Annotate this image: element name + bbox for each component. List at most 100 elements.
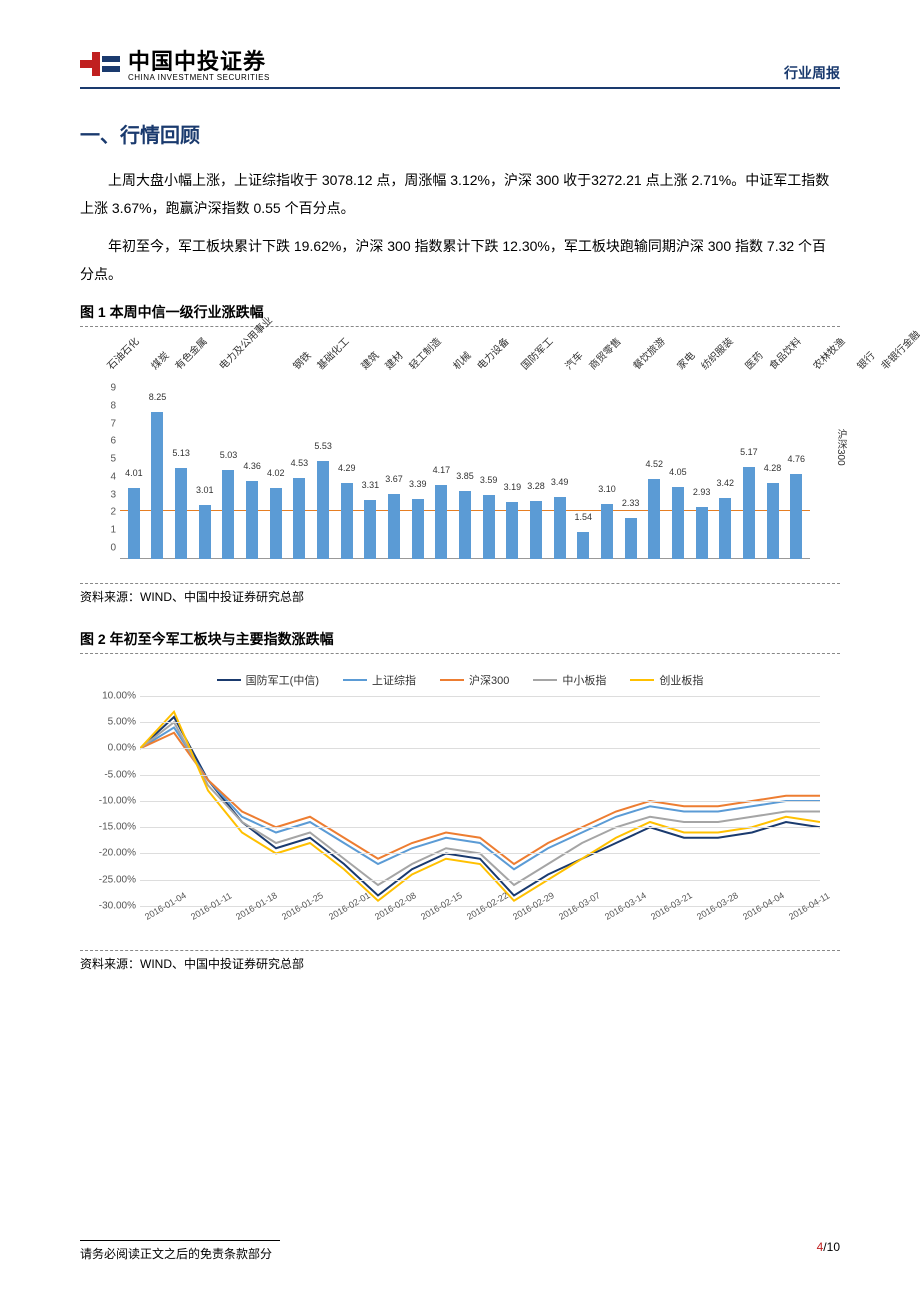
bar-rect — [459, 491, 471, 559]
series-line — [140, 733, 820, 864]
y-tick: 9 — [110, 382, 116, 393]
bar-value-label: 3.85 — [456, 471, 474, 481]
line-y-tick: -30.00% — [90, 900, 136, 911]
figure-2-title-row: 图 2 年初至今军工板块与主要指数涨跌幅 — [80, 629, 840, 654]
legend-label: 中小板指 — [562, 672, 606, 688]
disclaimer-text: 请务必阅读正文之后的免责条款部分 — [80, 1247, 272, 1261]
bar-column: 3.85 — [455, 491, 475, 559]
y-tick: 4 — [110, 471, 116, 482]
bar-column: 4.52 — [644, 479, 664, 559]
legend-label: 上证综指 — [372, 672, 416, 688]
line-y-tick: -25.00% — [90, 874, 136, 885]
figure-1-title: 图 1 本周中信一级行业涨跌幅 — [80, 304, 264, 320]
bar-rect — [601, 504, 613, 559]
y-tick: 8 — [110, 400, 116, 411]
bar-column: 3.28 — [526, 501, 546, 559]
figure-1-source: 资料来源：WIND、中国中投证券研究总部 — [80, 588, 840, 605]
figure-2-title: 图 2 年初至今军工板块与主要指数涨跌幅 — [80, 631, 334, 647]
bar-column: 5.13 — [171, 468, 191, 559]
bar-column: 4.53 — [290, 478, 310, 559]
bar-rect — [554, 497, 566, 559]
y-tick: 7 — [110, 418, 116, 429]
bar-value-label: 4.17 — [433, 465, 451, 475]
legend-label: 创业板指 — [659, 672, 703, 688]
bar-value-label: 1.54 — [575, 512, 593, 522]
gridline — [140, 801, 820, 802]
footer-left: 请务必阅读正文之后的免责条款部分 — [80, 1240, 280, 1262]
bar-value-label: 4.28 — [764, 463, 782, 473]
bar-value-label: 3.39 — [409, 479, 427, 489]
bar-value-label: 5.13 — [172, 448, 190, 458]
y-tick: 1 — [110, 525, 116, 536]
bar-value-label: 4.53 — [291, 458, 309, 468]
bar-value-label: 4.01 — [125, 468, 143, 478]
bar-column: 4.17 — [432, 485, 452, 559]
bar-rect — [483, 495, 495, 559]
line-y-tick: -5.00% — [90, 769, 136, 780]
footer-rule — [80, 1240, 280, 1241]
bar-rect — [672, 487, 684, 559]
bar-rect — [222, 470, 234, 559]
bar-chart: 0123456789 石油石化煤炭有色金属电力及公用事业钢铁基础化工建筑建材轻工… — [90, 339, 830, 579]
line-y-tick: -15.00% — [90, 822, 136, 833]
bar-column: 3.49 — [550, 497, 570, 559]
bar-rect — [530, 501, 542, 559]
bar-value-label: 5.03 — [220, 450, 238, 460]
bar-value-label: 3.31 — [362, 480, 380, 490]
legend-label: 沪深300 — [469, 672, 509, 688]
bar-column: 5.03 — [219, 470, 239, 559]
logo-text: 中国中投证券 CHINA INVESTMENT SECURITIES — [128, 50, 270, 83]
legend-item: 上证综指 — [343, 672, 416, 688]
bar-rect — [341, 483, 353, 559]
bar-rect — [506, 502, 518, 559]
legend-swatch — [533, 679, 557, 682]
bar-value-label: 3.10 — [598, 484, 616, 494]
bar-value-label: 8.25 — [149, 392, 167, 402]
bar-column: 2.93 — [692, 507, 712, 559]
y-tick: 6 — [110, 436, 116, 447]
bar-column: 3.10 — [597, 504, 617, 559]
gridline — [140, 696, 820, 697]
bar-rect — [128, 488, 140, 559]
bar-chart-xlabels: 石油石化煤炭有色金属电力及公用事业钢铁基础化工建筑建材轻工制造机械电力设备国防军… — [120, 339, 810, 397]
figure-1-title-row: 图 1 本周中信一级行业涨跌幅 — [80, 302, 840, 327]
bar-rect — [412, 499, 424, 559]
bar-rect — [790, 474, 802, 559]
legend-item: 沪深300 — [440, 672, 509, 688]
legend-swatch — [440, 679, 464, 682]
bars-container: 4.018.255.133.015.034.364.024.535.534.29… — [120, 399, 810, 559]
bar-chart-yaxis: 0123456789 — [90, 399, 118, 559]
page-header: 中国中投证券 CHINA INVESTMENT SECURITIES 行业周报 — [80, 50, 840, 89]
line-y-tick: 0.00% — [90, 743, 136, 754]
line-y-tick: -20.00% — [90, 848, 136, 859]
bar-column: 3.67 — [384, 494, 404, 559]
bar-column: 4.29 — [337, 483, 357, 559]
line-y-tick: 10.00% — [90, 690, 136, 701]
line-chart-plot: 10.00%5.00%0.00%-5.00%-10.00%-15.00%-20.… — [140, 696, 820, 906]
bar-value-label: 3.59 — [480, 475, 498, 485]
bar-column: 3.19 — [503, 502, 523, 559]
gridline — [140, 722, 820, 723]
bar-column: 3.42 — [715, 498, 735, 559]
legend-label: 国防军工(中信) — [246, 672, 319, 688]
y-tick: 0 — [110, 542, 116, 553]
bar-value-label: 5.53 — [314, 441, 332, 451]
bar-rect — [364, 500, 376, 559]
series-line — [140, 722, 820, 885]
bar-value-label: 3.28 — [527, 481, 545, 491]
bar-value-label: 4.52 — [646, 459, 664, 469]
bar-column: 5.17 — [739, 467, 759, 559]
bar-rect — [648, 479, 660, 559]
bar-column: 4.05 — [668, 487, 688, 559]
bar-value-label: 3.19 — [504, 482, 522, 492]
bar-value-label: 2.33 — [622, 498, 640, 508]
gridline — [140, 775, 820, 776]
bar-rect — [719, 498, 731, 559]
bar-value-label: 2.93 — [693, 487, 711, 497]
gridline — [140, 853, 820, 854]
bar-column: 1.54 — [573, 532, 593, 559]
bar-rect — [246, 481, 258, 559]
logo-en: CHINA INVESTMENT SECURITIES — [128, 74, 270, 83]
bar-column: 4.76 — [786, 474, 806, 559]
y-tick: 3 — [110, 489, 116, 500]
